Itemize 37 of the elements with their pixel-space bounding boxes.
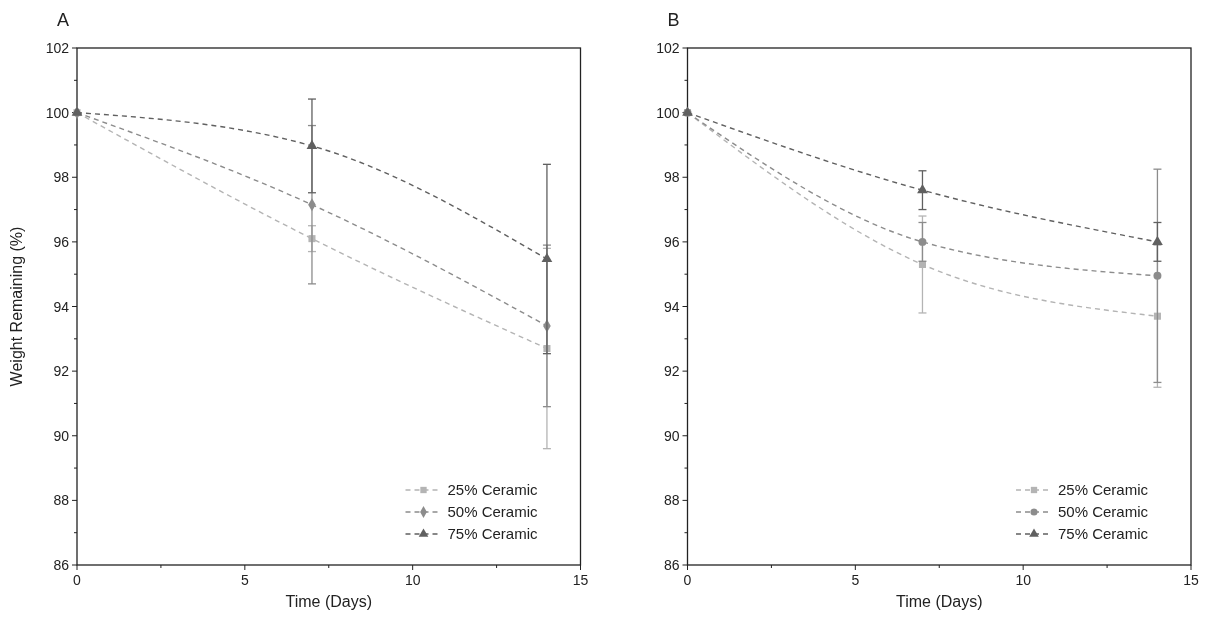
y-tick-label: 86 [663,557,680,573]
y-axis-title: Weight Remaining (%) [8,226,25,387]
y-tick-label: 90 [663,427,680,444]
y-tick-label: 102 [656,40,680,56]
x-axis-title: Time (Days) [285,593,373,610]
y-tick-label: 98 [663,169,680,186]
y-tick-label: 100 [45,104,70,121]
y-tick-label: 90 [53,427,70,444]
x-tick-label: 5 [240,572,249,588]
legend-label: 50% Ceramic [447,503,539,520]
x-tick-label: 0 [683,572,692,588]
x-axis-title: Time (Days) [895,593,983,610]
x-tick-label: 10 [404,572,421,588]
y-tick-label: 96 [53,233,70,250]
y-tick-label: 98 [53,169,70,186]
x-tick-label: 10 [1015,572,1032,588]
x-tick-label: 15 [572,572,589,588]
x-tick-label: 15 [1183,572,1199,588]
chart-title: B [667,10,680,30]
y-tick-label: 86 [53,557,70,573]
x-tick-label: 5 [851,572,860,588]
y-tick-label: 94 [53,298,70,315]
legend-label: 25% Ceramic [447,481,539,498]
y-tick-label: 88 [663,492,680,509]
y-tick-label: 100 [656,104,680,121]
legend-label: 25% Ceramic [1058,481,1149,498]
chart-title: A [57,10,70,30]
legend-label: 75% Ceramic [447,525,539,542]
y-tick-label: 92 [53,363,70,380]
legend-label: 75% Ceramic [1058,525,1149,542]
y-tick-label: 88 [53,492,70,509]
y-tick-label: 102 [45,40,70,56]
y-tick-label: 96 [663,233,680,250]
legend-label: 50% Ceramic [1058,503,1149,520]
y-tick-label: 94 [663,298,680,315]
x-tick-label: 0 [73,572,82,588]
y-tick-label: 92 [663,363,680,380]
